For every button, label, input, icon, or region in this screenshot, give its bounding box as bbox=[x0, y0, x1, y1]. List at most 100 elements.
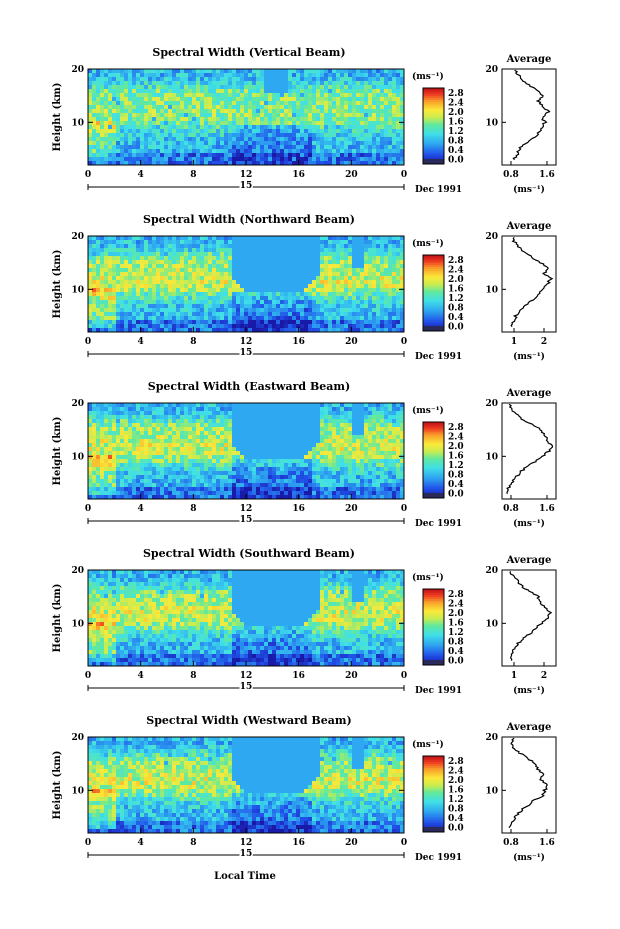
heatmap-cell bbox=[96, 280, 100, 284]
heatmap-cell bbox=[316, 117, 320, 121]
heatmap-cell bbox=[236, 141, 240, 145]
heatmap-cell bbox=[400, 471, 404, 475]
heatmap-cell bbox=[208, 435, 212, 439]
heatmap-cell bbox=[244, 105, 248, 109]
heatmap-cell bbox=[380, 447, 384, 451]
heatmap-cell bbox=[340, 439, 344, 443]
heatmap-cell bbox=[264, 300, 268, 304]
heatmap-cell bbox=[376, 109, 380, 113]
heatmap-cell bbox=[204, 435, 208, 439]
heatmap-cell bbox=[380, 85, 384, 89]
heatmap-cell bbox=[148, 121, 152, 125]
heatmap-cell bbox=[156, 73, 160, 77]
heatmap-cell bbox=[132, 304, 136, 308]
heatmap-cell bbox=[188, 89, 192, 93]
heatmap-cell bbox=[224, 312, 228, 316]
heatmap-cell bbox=[360, 300, 364, 304]
heatmap-cell bbox=[336, 77, 340, 81]
heatmap-cell bbox=[188, 133, 192, 137]
heatmap-cell bbox=[328, 81, 332, 85]
heatmap-cell bbox=[200, 284, 204, 288]
heatmap-cell bbox=[136, 280, 140, 284]
heatmap-cell bbox=[124, 487, 128, 491]
heatmap-cell bbox=[248, 113, 252, 117]
heatmap-cell bbox=[256, 483, 260, 487]
heatmap-cell bbox=[104, 113, 108, 117]
heatmap-cell bbox=[96, 268, 100, 272]
heatmap-cell bbox=[252, 308, 256, 312]
heatmap-cell bbox=[352, 73, 356, 77]
heatmap-cell bbox=[208, 117, 212, 121]
heatmap-cell bbox=[336, 324, 340, 328]
heatmap-cell bbox=[144, 471, 148, 475]
heatmap-cell bbox=[364, 93, 368, 97]
heatmap-cell bbox=[392, 161, 396, 165]
heatmap-cell bbox=[176, 252, 180, 256]
heatmap-cell bbox=[196, 463, 200, 467]
heatmap-cell bbox=[240, 101, 244, 105]
heatmap-cell bbox=[304, 308, 308, 312]
heatmap-cell bbox=[384, 121, 388, 125]
heatmap-cell bbox=[324, 443, 328, 447]
heatmap-cell bbox=[300, 77, 304, 81]
heatmap-cell bbox=[96, 459, 100, 463]
heatmap-cell bbox=[188, 157, 192, 161]
heatmap-cell bbox=[396, 77, 400, 81]
heatmap-cell bbox=[176, 133, 180, 137]
heatmap-cell bbox=[388, 77, 392, 81]
heatmap-cell bbox=[304, 487, 308, 491]
heatmap-cell bbox=[384, 423, 388, 427]
heatmap-cell bbox=[224, 308, 228, 312]
colorbar-tick-label: 1.6 bbox=[448, 117, 464, 127]
heatmap-cell bbox=[400, 284, 404, 288]
heatmap-cell bbox=[384, 300, 388, 304]
colorbar-tick-label: 2.8 bbox=[448, 256, 464, 266]
heatmap-cell bbox=[184, 129, 188, 133]
heatmap-cell bbox=[176, 129, 180, 133]
heatmap-cell bbox=[396, 256, 400, 260]
heatmap-cell bbox=[136, 316, 140, 320]
heatmap-cell bbox=[328, 69, 332, 73]
heatmap-cell bbox=[160, 423, 164, 427]
heatmap-cell bbox=[132, 97, 136, 101]
heatmap-cell bbox=[180, 157, 184, 161]
heatmap-cell bbox=[200, 240, 204, 244]
colorbar-swatch bbox=[423, 294, 444, 298]
heatmap-cell bbox=[228, 105, 232, 109]
heatmap-cell bbox=[136, 73, 140, 77]
heatmap-cell bbox=[300, 292, 304, 296]
heatmap-cell bbox=[264, 125, 268, 129]
heatmap-cell bbox=[92, 407, 96, 411]
heatmap-cell bbox=[168, 73, 172, 77]
heatmap-cell bbox=[128, 292, 132, 296]
heatmap-cell bbox=[180, 153, 184, 157]
colorbar-swatch-min bbox=[423, 326, 444, 331]
heatmap-cell bbox=[300, 141, 304, 145]
heatmap-cell bbox=[104, 431, 108, 435]
heatmap-cell bbox=[180, 272, 184, 276]
heatmap-cell bbox=[144, 320, 148, 324]
heatmap-cell bbox=[284, 113, 288, 117]
heatmap-cell bbox=[184, 145, 188, 149]
colorbar-swatch bbox=[423, 279, 444, 283]
heatmap-cell bbox=[124, 141, 128, 145]
heatmap-cell bbox=[228, 447, 232, 451]
heatmap-cell bbox=[336, 101, 340, 105]
heatmap-cell bbox=[348, 280, 352, 284]
heatmap-cell bbox=[348, 137, 352, 141]
heatmap-cell bbox=[292, 300, 296, 304]
heatmap-cell bbox=[348, 455, 352, 459]
heatmap-cell bbox=[300, 479, 304, 483]
heatmap-cell bbox=[328, 280, 332, 284]
heatmap-cell bbox=[192, 157, 196, 161]
heatmap-cell bbox=[384, 276, 388, 280]
heatmap-cell bbox=[152, 296, 156, 300]
heatmap-cell bbox=[144, 427, 148, 431]
heatmap-cell bbox=[236, 479, 240, 483]
heatmap-cell bbox=[100, 487, 104, 491]
heatmap-cell bbox=[88, 69, 92, 73]
heatmap-cell bbox=[340, 475, 344, 479]
heatmap-cell bbox=[348, 77, 352, 81]
heatmap-cell bbox=[124, 85, 128, 89]
heatmap-cell bbox=[344, 455, 348, 459]
